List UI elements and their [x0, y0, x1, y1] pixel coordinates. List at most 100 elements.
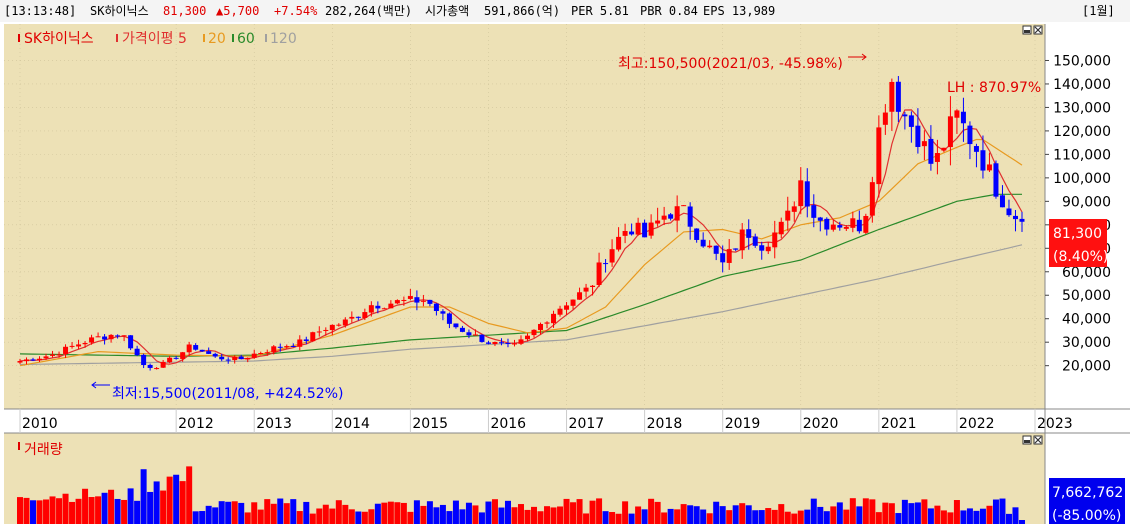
volume-bar	[778, 504, 785, 524]
candle	[791, 206, 797, 212]
volume-bar	[544, 506, 551, 524]
low-annotation: 최저:15,500(2011/08, +424.52%)	[112, 386, 343, 402]
volume-bar	[771, 509, 778, 524]
volume-title: 거래량	[24, 442, 63, 458]
volume-bar	[641, 509, 648, 524]
candle	[720, 253, 726, 263]
stock-name[interactable]: SK하이닉스	[90, 4, 149, 18]
candle	[733, 248, 739, 250]
volume-bar	[563, 498, 570, 524]
candle	[193, 345, 199, 350]
candle	[525, 335, 530, 340]
volume-bar	[62, 493, 69, 524]
volume-bar	[17, 497, 23, 524]
volume-bar	[478, 512, 485, 524]
candle	[303, 339, 309, 341]
legend: SK하이닉스 가격이평 5 20 60 120	[18, 31, 297, 47]
candle	[765, 246, 771, 252]
volume-bar	[680, 504, 687, 524]
candle	[472, 334, 478, 336]
candle	[147, 364, 153, 368]
volume-bar	[322, 504, 329, 524]
candle	[427, 299, 433, 304]
candle	[674, 206, 680, 221]
candle	[739, 229, 745, 251]
candle	[915, 125, 921, 147]
volume-bar	[290, 499, 297, 524]
x-tick-label: 2016	[490, 416, 526, 432]
candle	[453, 323, 459, 328]
volume-bar	[999, 498, 1006, 524]
candle	[609, 249, 615, 263]
y-tick-label: 90,000	[1062, 194, 1111, 210]
candle	[583, 287, 589, 292]
candle	[564, 305, 570, 310]
stock-chart[interactable]: 20,00030,00040,00050,00060,00070,00080,0…	[0, 22, 1130, 524]
candle	[928, 138, 934, 164]
volume-bar	[843, 509, 850, 524]
candle	[323, 329, 329, 331]
volume-bar	[43, 499, 50, 524]
x-tick-label: 2020	[803, 416, 839, 432]
y-tick-label: 120,000	[1053, 124, 1111, 140]
volume-bar	[465, 502, 472, 524]
candle	[538, 323, 544, 330]
candle	[778, 221, 784, 235]
volume-bar	[153, 481, 160, 524]
volume-bar	[368, 509, 375, 524]
volume-bar	[329, 508, 336, 524]
volume-bar	[257, 509, 264, 524]
candle	[895, 81, 901, 112]
market-cap: 591,866(억)	[484, 4, 561, 18]
volume-bar	[576, 499, 583, 524]
candle	[37, 358, 43, 361]
volume-bar	[973, 510, 980, 524]
candle	[889, 81, 895, 112]
volume-bar	[797, 510, 804, 524]
volume-bar	[537, 511, 544, 524]
candle	[759, 245, 765, 251]
candle	[1019, 218, 1025, 222]
candle	[687, 206, 693, 227]
period-button[interactable]: [1월]	[1082, 4, 1115, 18]
volume-current-change: (-85.00%)	[1052, 508, 1121, 524]
candle	[297, 339, 303, 347]
candle	[466, 332, 472, 336]
volume-bar	[173, 474, 180, 524]
candle	[661, 215, 667, 220]
candle	[752, 236, 758, 246]
candle	[557, 308, 563, 315]
volume-panel-close-icon[interactable]	[1033, 435, 1043, 445]
volume-bar	[895, 513, 902, 524]
panel-minimize-icon[interactable]	[1022, 25, 1032, 35]
volume-bar	[387, 501, 394, 524]
volume-bar	[667, 508, 674, 524]
volume-bar	[303, 501, 310, 524]
clock: [13:13:48]	[4, 4, 77, 18]
price-axis	[1045, 24, 1130, 409]
candle	[271, 346, 277, 352]
volume-bar	[452, 500, 459, 524]
candle	[798, 180, 804, 207]
volume-bar	[830, 506, 837, 524]
price-panel[interactable]	[4, 24, 1045, 409]
candle	[128, 335, 134, 349]
volume-bar	[244, 512, 251, 524]
volume-bar	[355, 511, 362, 524]
candle	[329, 324, 335, 331]
candle	[485, 342, 491, 344]
candle	[251, 353, 257, 358]
volume-panel-minimize-icon[interactable]	[1022, 435, 1032, 445]
candle	[160, 361, 166, 368]
x-tick-label: 2015	[412, 416, 448, 432]
volume-bar	[550, 507, 557, 524]
panel-close-icon[interactable]	[1033, 25, 1043, 35]
lh-annotation: LH : 870.97%	[947, 80, 1041, 96]
candle	[82, 342, 88, 345]
candle	[401, 299, 407, 301]
candle	[362, 312, 368, 319]
volume-bar	[979, 508, 986, 524]
per-value: PER 5.81	[571, 4, 629, 18]
volume-bar	[186, 466, 193, 524]
volume-bar	[817, 506, 824, 524]
